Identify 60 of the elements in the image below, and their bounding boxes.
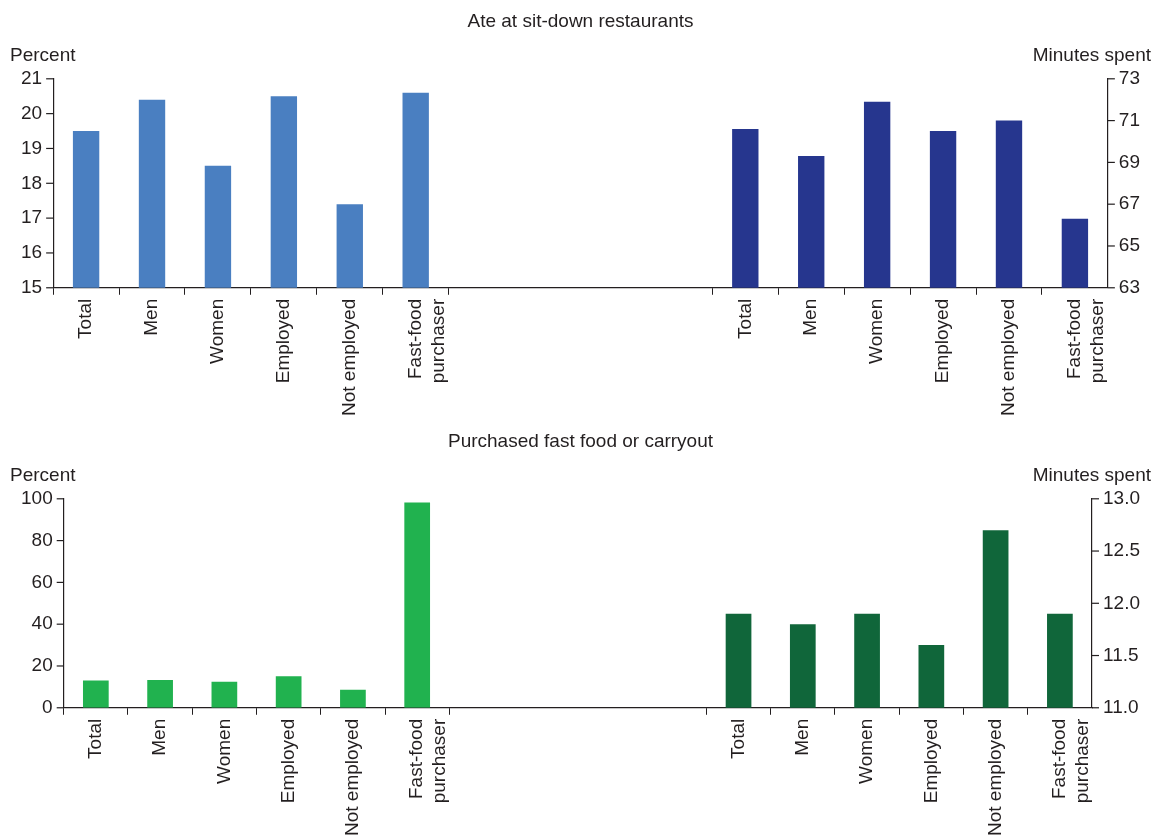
y2-tick-label: 71 (1118, 108, 1141, 130)
x-tick-label: Total (726, 718, 748, 759)
y2-tick-label: 13.0 (1103, 487, 1140, 509)
bar (82, 680, 109, 708)
y-tick-label: 18 (20, 171, 43, 193)
y-tick-label: 0 (42, 696, 53, 718)
y-tick-label: 16 (20, 241, 43, 263)
y2-tick-label: 63 (1118, 276, 1141, 298)
y-tick-label: 60 (31, 570, 53, 592)
y2-axis-title: Minutes spent (1032, 463, 1152, 485)
y2-tick-label: 11.5 (1103, 643, 1139, 665)
y-tick-label: 20 (31, 654, 53, 676)
bar (147, 679, 173, 708)
x-tick-label: Women (855, 718, 877, 784)
x-tick-label: Total (74, 298, 96, 339)
x-tick-label: Women (212, 718, 234, 784)
x-tick-label: Not employed (338, 298, 360, 417)
chart-title: Ate at sit-down restaurants (467, 9, 694, 31)
x-tick-label: Fast-food purchaser (405, 718, 450, 804)
x-tick-label: Fast-food purchaser (1048, 718, 1092, 804)
x-tick-label: Not employed (983, 718, 1005, 837)
x-tick-label: Not employed (997, 298, 1019, 417)
x-tick-label: Employed (272, 298, 294, 384)
x-tick-label: Employed (919, 718, 941, 804)
x-tick-label: Employed (276, 718, 298, 804)
x-tick-label: Employed (931, 298, 953, 384)
x-tick-label: Total (84, 718, 106, 759)
y2-tick-label: 67 (1118, 192, 1141, 214)
y-tick-label: 19 (20, 136, 43, 158)
x-tick-label: Total (733, 298, 755, 339)
bar (211, 681, 238, 708)
x-tick-label: Not employed (341, 718, 363, 837)
y-tick-label: 100 (21, 487, 53, 509)
y-tick-label: 40 (31, 612, 53, 634)
x-tick-label: Men (799, 298, 821, 336)
bar (275, 676, 302, 708)
y-tick-label: 17 (20, 206, 43, 228)
bar (404, 502, 431, 708)
x-tick-label: Fast-food purchaser (403, 298, 448, 384)
y2-tick-label: 69 (1118, 150, 1141, 172)
y2-tick-label: 73 (1118, 67, 1141, 89)
y-axis-title: Percent (10, 463, 77, 485)
bar (340, 689, 366, 708)
x-tick-label: Men (140, 298, 162, 336)
y-tick-label: 80 (31, 528, 53, 550)
y2-tick-label: 11.0 (1103, 696, 1139, 718)
y2-axis-title: Minutes spent (1032, 43, 1152, 65)
chart-title: Purchased fast food or carryout (447, 429, 714, 451)
y2-tick-label: 12.0 (1103, 591, 1140, 613)
y-tick-label: 21 (20, 67, 43, 89)
y-tick-label: 20 (20, 101, 43, 123)
y-axis-title: Percent (10, 43, 77, 65)
y2-tick-label: 65 (1118, 234, 1141, 256)
x-tick-label: Men (148, 718, 170, 756)
y-tick-label: 15 (20, 276, 43, 298)
x-tick-label: Women (865, 298, 887, 364)
x-tick-label: Fast-food purchaser (1063, 298, 1107, 384)
x-tick-label: Women (206, 298, 228, 364)
x-tick-label: Men (791, 718, 813, 756)
y2-tick-label: 12.5 (1103, 539, 1140, 561)
